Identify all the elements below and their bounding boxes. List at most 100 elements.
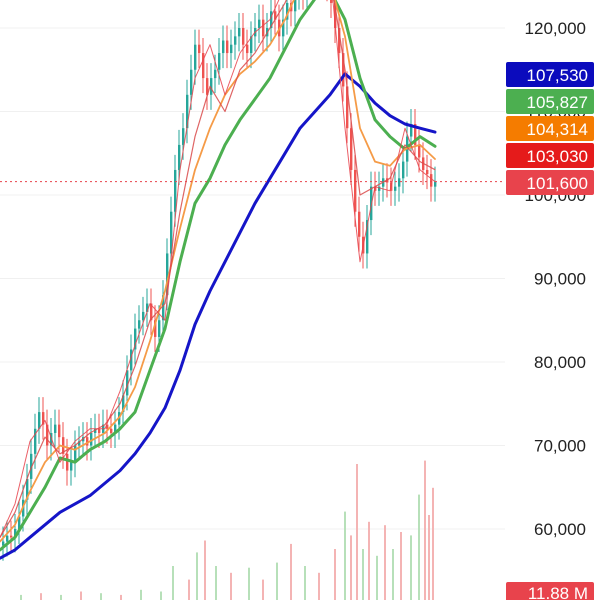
candle-body bbox=[90, 432, 93, 446]
candle-body bbox=[214, 69, 217, 79]
volume-bar bbox=[140, 589, 142, 600]
volume-bar bbox=[334, 549, 336, 600]
volume-bar bbox=[376, 555, 378, 600]
candle-body bbox=[234, 36, 237, 45]
candle-body bbox=[230, 44, 233, 54]
candle-body bbox=[242, 28, 245, 45]
candle-body bbox=[402, 161, 405, 179]
candle-body bbox=[74, 445, 77, 463]
price-tag: 101,600 bbox=[506, 170, 594, 195]
candle-body bbox=[154, 320, 157, 337]
candle-body bbox=[86, 437, 89, 446]
candle-body bbox=[418, 144, 421, 158]
candle-body bbox=[190, 69, 193, 95]
candle-body bbox=[42, 412, 45, 425]
volume-bar bbox=[400, 532, 402, 600]
volume-bar bbox=[100, 593, 102, 600]
candle-body bbox=[210, 78, 213, 95]
candle-body bbox=[70, 462, 73, 471]
price-tag-bg bbox=[506, 116, 594, 141]
volume-bar bbox=[432, 487, 434, 600]
candle-body bbox=[286, 2, 289, 20]
candle-body bbox=[146, 303, 149, 312]
volume-bar bbox=[276, 562, 278, 600]
candle-body bbox=[426, 169, 429, 175]
candle-body bbox=[158, 320, 161, 337]
volume-bar bbox=[424, 460, 426, 600]
candle-body bbox=[26, 478, 29, 500]
candle-body bbox=[14, 529, 17, 538]
price-tag-label: 105,827 bbox=[527, 93, 588, 112]
candle-body bbox=[30, 453, 33, 479]
candle-body bbox=[150, 303, 153, 321]
price-tick-label: 70,000 bbox=[534, 437, 586, 456]
volume-bar bbox=[392, 549, 394, 600]
candle-body bbox=[130, 349, 133, 371]
candle-body bbox=[394, 186, 397, 191]
volume-bar bbox=[80, 591, 82, 600]
volume-bar bbox=[248, 567, 250, 600]
candle-body bbox=[378, 186, 381, 191]
candlesticks bbox=[2, 0, 437, 561]
candle-body bbox=[142, 311, 145, 321]
candle-body bbox=[54, 424, 57, 433]
candle-body bbox=[38, 412, 41, 429]
candle-body bbox=[262, 19, 265, 37]
candle-body bbox=[138, 320, 141, 329]
volume-tag-label: 11.88 M bbox=[528, 584, 588, 600]
price-tag-bg bbox=[506, 89, 594, 114]
candle-body bbox=[358, 211, 361, 237]
price-tick-label: 80,000 bbox=[534, 353, 586, 372]
volume-bar bbox=[362, 549, 364, 600]
volume-bar bbox=[40, 593, 42, 600]
candle-body bbox=[430, 174, 433, 187]
moving-average-line bbox=[0, 0, 436, 538]
candle-body bbox=[366, 220, 369, 254]
candle-body bbox=[106, 424, 109, 429]
price-tags: 107,530 105,827 104,314 103,030 101,600 bbox=[506, 62, 594, 195]
price-tag-label: 103,030 bbox=[527, 147, 588, 166]
candle-body bbox=[274, 11, 277, 20]
candle-body bbox=[10, 535, 13, 538]
volume-bar bbox=[160, 591, 162, 600]
volume-bar bbox=[290, 543, 292, 600]
candle-body bbox=[198, 44, 201, 54]
volume-bar bbox=[120, 594, 122, 600]
price-tag-label: 104,314 bbox=[527, 120, 588, 139]
candle-body bbox=[182, 128, 185, 145]
volume-bar bbox=[215, 566, 217, 600]
candle-body bbox=[46, 424, 49, 446]
candle-body bbox=[94, 428, 97, 433]
volume-bar bbox=[356, 464, 358, 600]
candle-body bbox=[282, 19, 285, 37]
candle-body bbox=[218, 53, 221, 70]
price-tag-bg bbox=[506, 170, 594, 195]
candle-body bbox=[330, 0, 333, 3]
candle-body bbox=[226, 40, 229, 54]
moving-average-line bbox=[0, 72, 437, 560]
price-tick-label: 120,000 bbox=[525, 19, 586, 38]
price-tick-label: 60,000 bbox=[534, 520, 586, 539]
price-tag: 103,030 bbox=[506, 143, 594, 168]
candle-body bbox=[170, 211, 173, 254]
volume-bar bbox=[318, 572, 320, 600]
candle-body bbox=[398, 178, 401, 187]
candle-body bbox=[334, 2, 337, 28]
candle-body bbox=[186, 94, 189, 129]
volume-label-tag: 11.88 M bbox=[506, 582, 594, 600]
candle-body bbox=[66, 453, 69, 471]
volume-bar bbox=[344, 511, 346, 600]
candle-body bbox=[34, 428, 37, 454]
candle-body bbox=[162, 295, 165, 321]
volume-bar bbox=[20, 594, 22, 600]
candle-body bbox=[110, 428, 113, 433]
candle-body bbox=[350, 128, 353, 170]
price-tag: 105,827 bbox=[506, 89, 594, 114]
candle-body bbox=[194, 44, 197, 70]
candle-body bbox=[238, 28, 241, 37]
candle-body bbox=[178, 144, 181, 170]
volume-bar bbox=[428, 515, 430, 600]
candle-body bbox=[78, 441, 81, 446]
moving-average-lines bbox=[0, 0, 437, 560]
